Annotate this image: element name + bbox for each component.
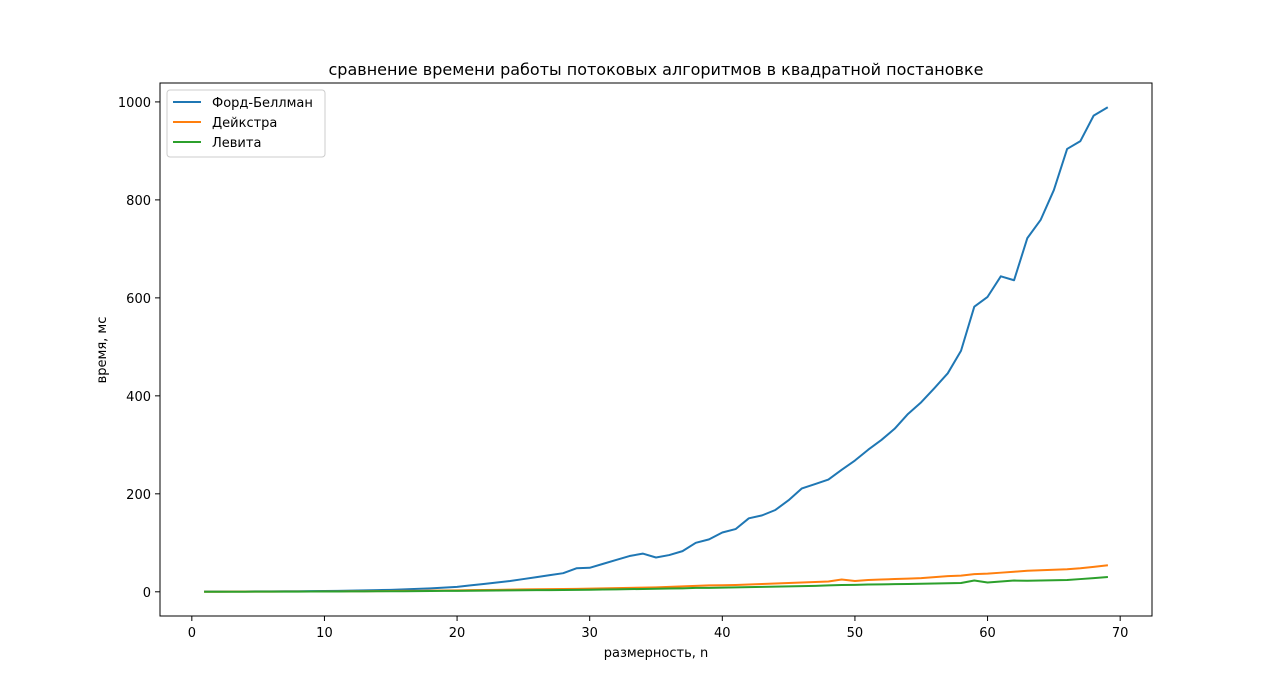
x-tick-label: 10 — [316, 626, 333, 641]
y-tick-label: 200 — [126, 488, 151, 503]
x-tick-label: 20 — [449, 626, 466, 641]
plot-lines — [204, 106, 1109, 593]
x-tick-label: 50 — [847, 626, 864, 641]
y-tick-label: 600 — [126, 292, 151, 307]
x-tick-label: 30 — [581, 626, 598, 641]
legend-box — [166, 89, 326, 158]
y-axis-label: время, мс — [95, 317, 110, 384]
x-axis: 0 10 20 30 40 50 60 70 — [188, 616, 1129, 641]
y-tick-label: 0 — [143, 586, 151, 601]
y-tick-label: 800 — [126, 194, 151, 209]
legend-label: Левита — [212, 136, 261, 151]
y-tick-label: 1000 — [118, 96, 151, 111]
x-tick-label: 40 — [714, 626, 731, 641]
plot-frame — [159, 82, 1153, 617]
x-tick-label: 60 — [979, 626, 996, 641]
y-axis: 0 200 400 600 800 1000 — [118, 96, 160, 601]
legend-label: Дейкстра — [212, 116, 277, 131]
x-tick-label: 0 — [188, 626, 196, 641]
y-tick-label: 400 — [126, 390, 151, 405]
x-axis-label: размерность, n — [604, 646, 709, 661]
legend-label: Форд-Беллман — [212, 96, 313, 111]
chart-title: сравнение времени работы потоковых алгор… — [329, 60, 984, 79]
series-line-3 — [204, 576, 1108, 593]
x-tick-label: 70 — [1112, 626, 1129, 641]
legend: Форд-Беллман Дейкстра Левита — [166, 89, 326, 158]
